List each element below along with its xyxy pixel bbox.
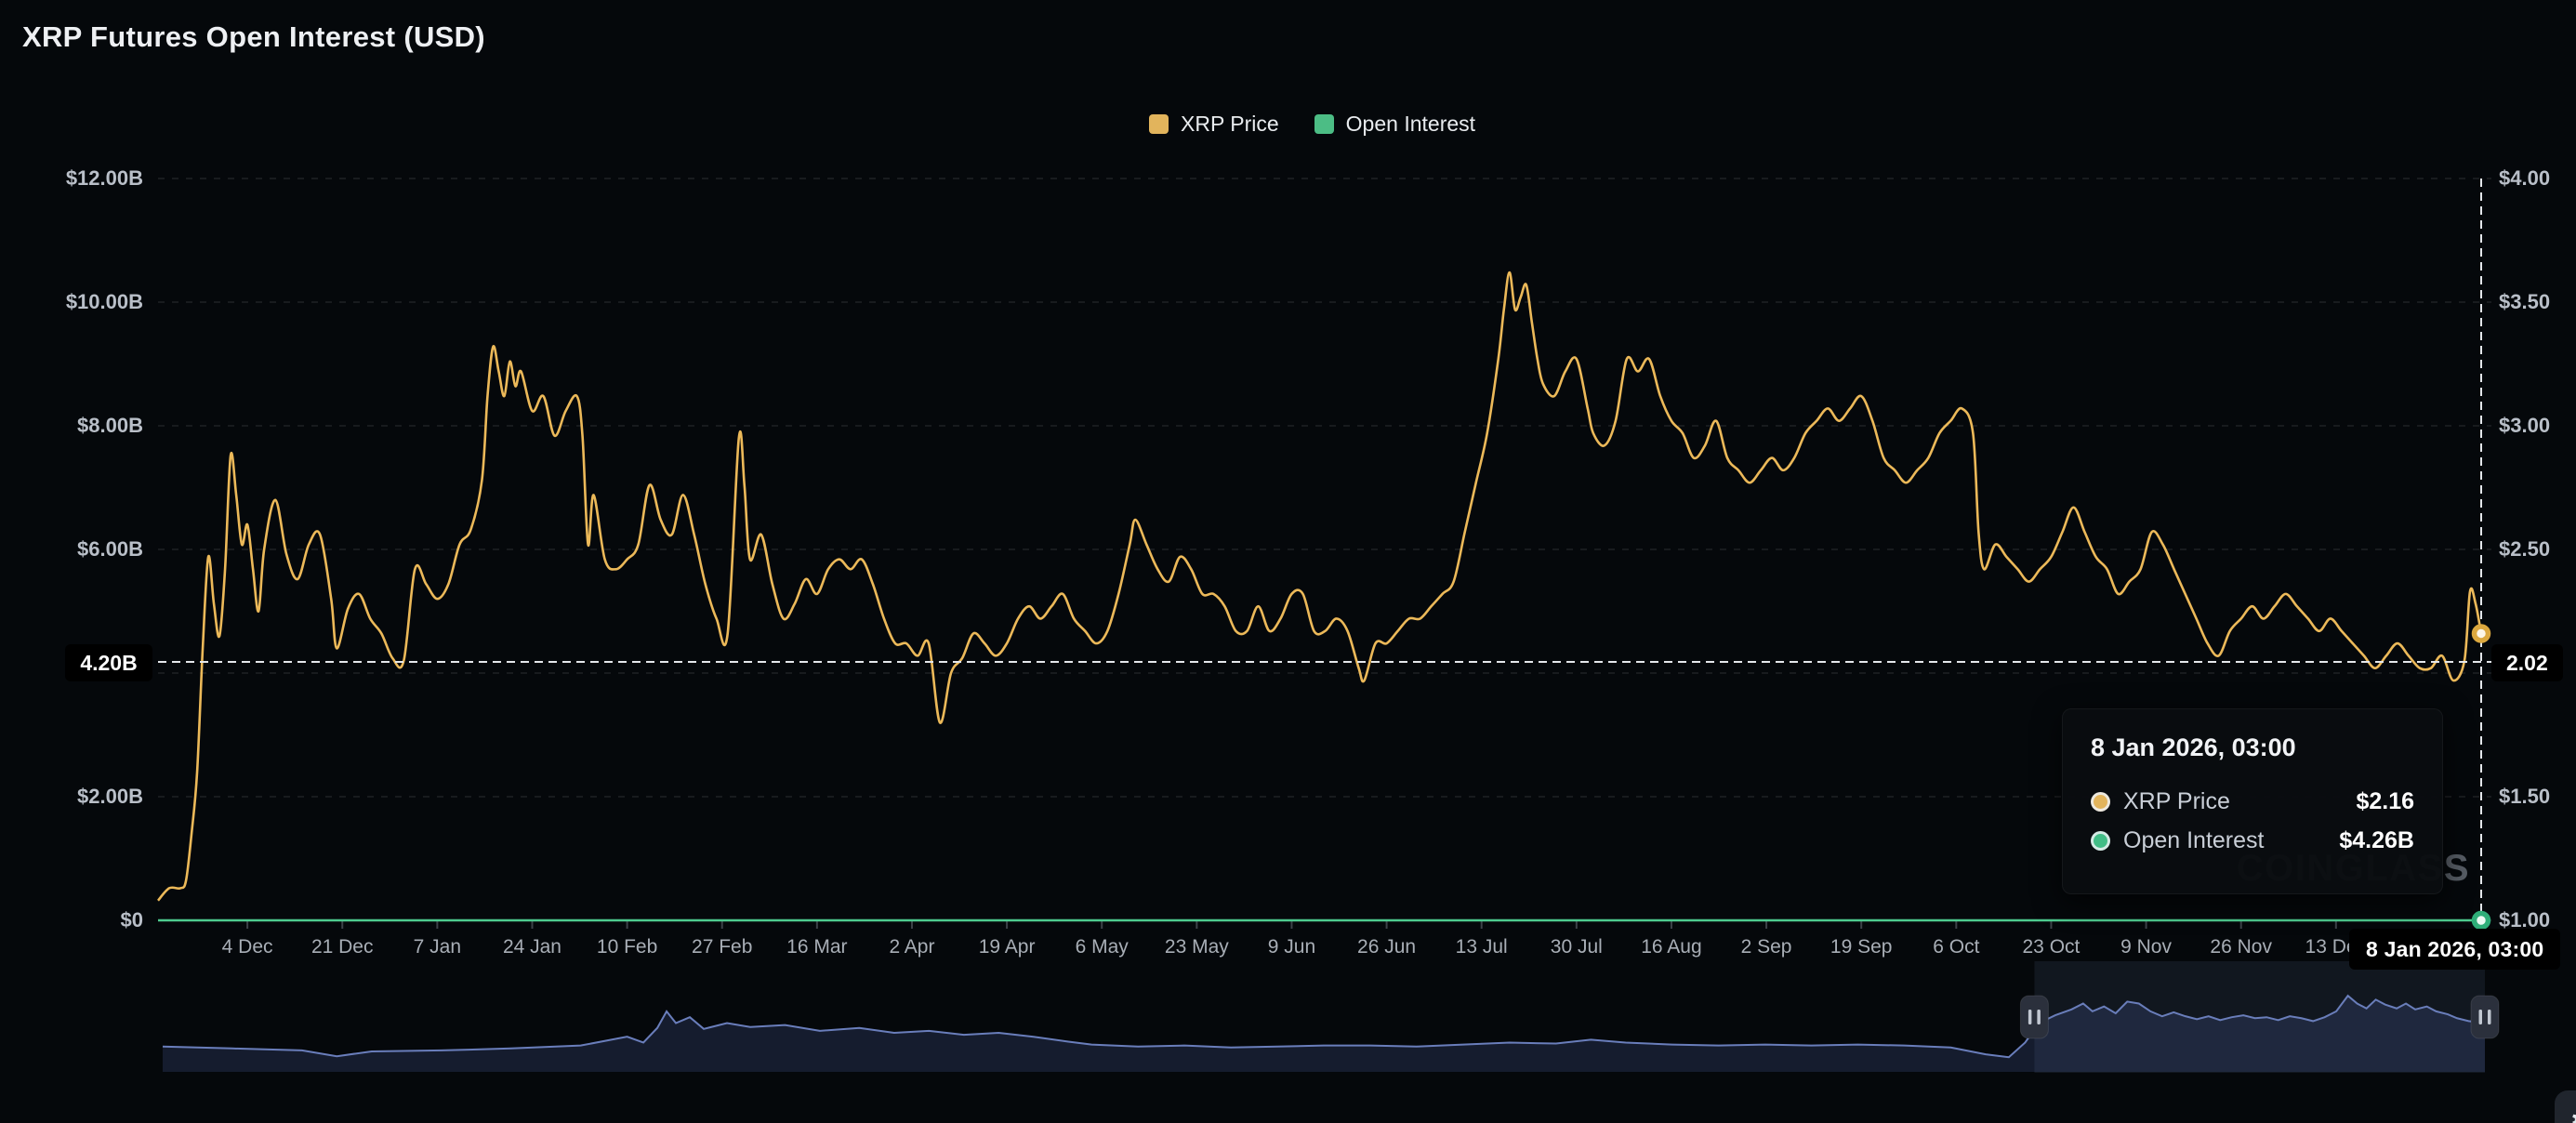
page-title: XRP Futures Open Interest (USD) [22, 20, 485, 53]
x-axis-label: 19 Apr [978, 936, 1036, 958]
x-axis-label: 6 Oct [1933, 936, 1980, 958]
x-axis-label: 26 Jun [1357, 936, 1417, 958]
left-axis-label: $2.00B [77, 785, 143, 808]
x-axis-label: 13 Jul [1455, 936, 1508, 958]
navigator-handle-right-grip-icon [2478, 1010, 2482, 1024]
open-interest-dot-icon [2091, 831, 2110, 851]
xrp-price-line [157, 271, 2483, 902]
x-axis-label: 2 Sep [1740, 936, 1792, 958]
crosshair-date-label: 8 Jan 2026, 03:00 [2349, 929, 2561, 970]
right-axis-label: $1.50 [2499, 785, 2551, 808]
tooltip-row-xrp-price: XRP Price $2.16 [2091, 788, 2414, 815]
tooltip: 8 Jan 2026, 03:00 XRP Price $2.16 Open I… [2062, 708, 2443, 894]
x-axis-label: 9 Nov [2120, 936, 2172, 958]
legend: XRP Price Open Interest [1149, 112, 1475, 137]
navigator-handle-left[interactable] [2019, 995, 2049, 1039]
x-axis-label: 26 Nov [2210, 936, 2272, 958]
tooltip-label-open-interest: Open Interest [2123, 827, 2265, 853]
left-axis-label: $10.00B [65, 290, 143, 313]
tooltip-value-open-interest: $4.26B [2339, 827, 2414, 853]
x-axis-label: 24 Jan [502, 936, 561, 958]
right-axis-label: $1.00 [2499, 908, 2551, 931]
x-axis-label: 19 Sep [1830, 936, 1893, 958]
navigator-selection[interactable] [2034, 961, 2485, 1073]
x-axis-label: 4 Dec [221, 936, 273, 958]
x-axis-label: 27 Feb [692, 936, 753, 958]
right-axis-label: $3.00 [2499, 414, 2551, 437]
left-axis-label: $0 [120, 908, 143, 931]
navigator-area[interactable] [163, 996, 2485, 1072]
right-axis-label: $4.00 [2499, 166, 2551, 190]
left-axis-label: $6.00B [77, 537, 143, 561]
x-axis-label: 16 Aug [1641, 936, 1702, 958]
legend-label-xrp-price: XRP Price [1181, 112, 1279, 136]
x-axis-label: 21 Dec [310, 936, 374, 958]
x-axis-label: 7 Jan [413, 936, 462, 958]
xrp-price-marker [2471, 624, 2491, 643]
x-axis-label: 2 Apr [889, 936, 935, 958]
x-axis-label: 16 Mar [786, 936, 848, 958]
legend-item-open-interest[interactable]: Open Interest [1314, 112, 1475, 137]
x-axis-label: 23 May [1164, 936, 1229, 958]
legend-label-open-interest: Open Interest [1345, 112, 1476, 136]
open-interest-marker [2471, 910, 2491, 931]
settings-button[interactable]: ⚙ [2555, 1090, 2576, 1123]
legend-item-xrp-price[interactable]: XRP Price [1149, 112, 1279, 137]
open-interest-swatch [1314, 114, 1334, 134]
navigator-handle-left-grip-icon [2037, 1010, 2041, 1024]
tooltip-row-open-interest: Open Interest $4.26B [2091, 827, 2414, 854]
tooltip-label-xrp-price: XRP Price [2123, 788, 2230, 814]
left-axis-label: $8.00B [77, 414, 143, 437]
gear-icon: ⚙ [2569, 1103, 2576, 1123]
left-axis-label: $12.00B [65, 166, 143, 190]
xrp-price-dot-icon [2091, 792, 2110, 812]
crosshair-left-value-label: 4.20B [65, 644, 152, 681]
x-axis-label: 6 May [1075, 936, 1129, 958]
tooltip-title: 8 Jan 2026, 03:00 [2091, 733, 2296, 761]
navigator-handle-left-grip-icon [2028, 1010, 2032, 1024]
crosshair-right-value-label: 2.02 [2491, 644, 2563, 681]
navigator-handle-right-grip-icon [2488, 1010, 2491, 1024]
x-axis-label: 30 Jul [1550, 936, 1603, 958]
tooltip-value-xrp-price: $2.16 [2356, 788, 2414, 814]
xrp-price-swatch [1149, 114, 1169, 134]
x-axis-label: 9 Jun [1267, 936, 1316, 958]
x-axis-label: 10 Feb [596, 936, 658, 958]
right-axis-label: $2.50 [2499, 537, 2551, 561]
navigator-line [162, 994, 2486, 1059]
x-axis-label: 23 Oct [2022, 936, 2081, 958]
right-axis-label: $3.50 [2499, 290, 2551, 313]
navigator-handle-right[interactable] [2470, 995, 2500, 1039]
